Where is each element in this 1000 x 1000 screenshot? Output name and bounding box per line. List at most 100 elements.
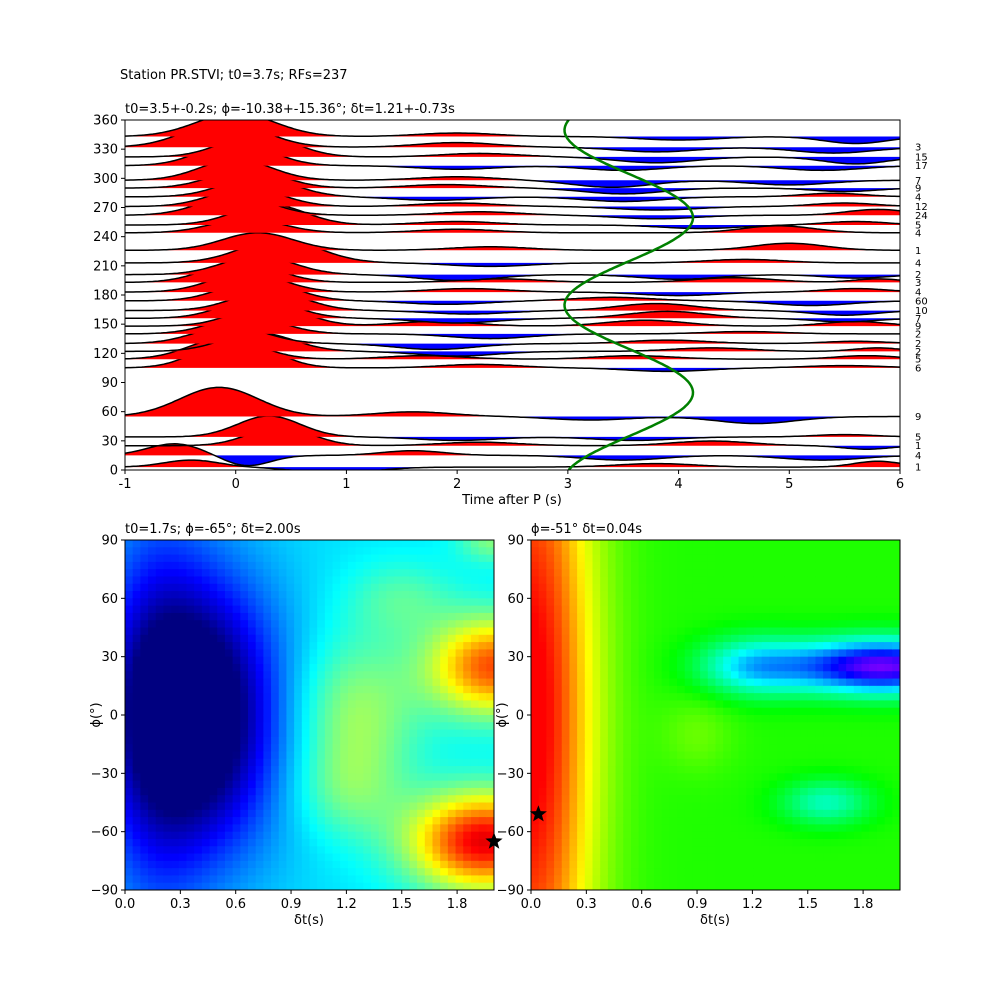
heatmap-cell — [217, 620, 226, 629]
heatmap-cell — [569, 540, 578, 548]
heatmap-cell — [317, 693, 326, 702]
heatmap-cell — [777, 853, 786, 862]
heatmap-cell — [286, 780, 295, 789]
heatmap-cell — [248, 787, 257, 796]
heatmap-cell — [823, 853, 832, 862]
heatmap-cell — [646, 569, 655, 578]
heatmap-cell — [478, 627, 487, 636]
heatmap-cell — [654, 598, 663, 607]
heatmap-cell — [753, 860, 763, 869]
heatmap-cell — [823, 875, 832, 884]
heatmap-cell — [201, 780, 211, 789]
heatmap-cell — [592, 853, 601, 862]
heatmap-cell — [401, 795, 411, 804]
heatmap-cell — [463, 642, 472, 650]
heatmap-cell — [301, 795, 311, 804]
heatmap-cell — [363, 722, 372, 731]
heatmap-cell — [823, 685, 832, 694]
heatmap-cell — [692, 787, 701, 796]
heatmap-cell — [178, 663, 188, 672]
heatmap-cell — [876, 554, 886, 563]
heatmap-cell — [255, 671, 264, 680]
heatmap-cell — [600, 817, 609, 825]
heatmap-cell — [294, 838, 303, 847]
heatmap-cell — [800, 875, 809, 884]
trace-count-label: 3 — [915, 143, 921, 154]
heatmap-cell — [455, 722, 464, 731]
heatmap-cell — [486, 817, 494, 825]
heatmap-cell — [140, 722, 149, 731]
heatmap-cell — [630, 634, 640, 643]
heatmap-cell — [478, 817, 487, 825]
heatmap-cell — [830, 627, 840, 636]
heatmap-cell — [440, 620, 449, 629]
heatmap-cell — [807, 569, 817, 578]
heatmap-cell — [463, 612, 472, 621]
heatmap-cell — [876, 758, 886, 767]
heatmap-cell — [623, 627, 632, 636]
heatmap-cell — [155, 576, 165, 585]
heatmap-cell — [630, 817, 640, 825]
heatmap-cell — [132, 868, 141, 877]
heatmap-cell — [132, 685, 141, 694]
heatmap-cell — [394, 715, 403, 723]
heatmap-cell — [615, 809, 624, 818]
heatmap-cell — [201, 540, 211, 548]
heatmap-cell — [723, 780, 732, 789]
heatmap-cell — [417, 649, 426, 658]
heatmap-cell — [486, 802, 494, 811]
heatmap-cell — [761, 685, 770, 694]
heatmap-cell — [347, 700, 357, 709]
heatmap-cell — [661, 795, 670, 804]
heatmap-cell — [723, 540, 732, 548]
heatmap-cell — [538, 736, 547, 745]
heatmap-cell — [125, 569, 134, 578]
heatmap-cell — [401, 693, 411, 702]
heatmap-cell — [630, 838, 640, 847]
heatmap-cell — [486, 620, 494, 629]
heatmap-cell — [654, 882, 663, 890]
heatmap-cell — [455, 736, 464, 745]
x-tick-label: 1.2 — [742, 897, 763, 912]
heatmap-cell — [248, 685, 257, 694]
heatmap-cell — [577, 591, 586, 599]
heatmap-cell — [178, 751, 188, 760]
heatmap-cell — [232, 736, 241, 745]
heatmap-cell — [447, 787, 457, 796]
heatmap-cell — [309, 868, 318, 877]
heatmap-cell — [171, 722, 180, 731]
heatmap-cell — [830, 795, 840, 804]
heatmap-cell — [692, 802, 701, 811]
heatmap-cell — [700, 838, 709, 847]
heatmap-cell — [561, 554, 571, 563]
heatmap-cell — [815, 817, 824, 825]
heatmap-cell — [255, 612, 264, 621]
heatmap-cell — [638, 583, 647, 592]
heatmap-cell — [486, 751, 494, 760]
heatmap-cell — [838, 824, 847, 833]
heatmap-cell — [186, 649, 195, 658]
heatmap-cell — [278, 853, 288, 862]
heatmap-cell — [263, 846, 272, 855]
heatmap-cell — [838, 875, 847, 884]
heatmap-cell — [554, 787, 563, 796]
heatmap-cell — [861, 838, 870, 847]
heatmap-cell — [125, 809, 134, 818]
heatmap-cell — [340, 591, 349, 599]
heatmap-cell — [201, 591, 211, 599]
heatmap-cell — [677, 598, 686, 607]
heatmap-right-cells — [531, 540, 900, 890]
heatmap-cell — [317, 722, 326, 731]
trace-count-label: 4 — [915, 258, 921, 269]
heatmap-cell — [638, 561, 647, 570]
heatmap-cell — [401, 612, 411, 621]
heatmap-cell — [271, 802, 280, 811]
heatmap-cell — [447, 620, 457, 629]
heatmap-cell — [417, 576, 426, 585]
heatmap-cell — [815, 744, 824, 753]
heatmap-cell — [738, 831, 747, 840]
heatmap-cell — [723, 678, 732, 687]
heatmap-cell — [309, 700, 318, 709]
heatmap-cell — [217, 802, 226, 811]
heatmap-cell — [561, 612, 571, 621]
